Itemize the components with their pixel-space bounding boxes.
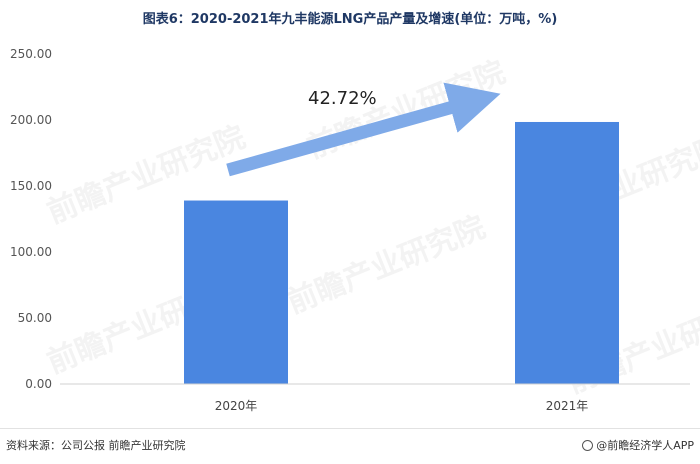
source-note: 资料来源：公司公报 前瞻产业研究院 <box>6 439 186 452</box>
y-axis: 0.00 50.00 100.00 150.00 200.00 250.00 <box>10 47 52 391</box>
bar <box>184 200 288 384</box>
growth-rate-label: 42.72% <box>308 88 377 109</box>
y-tick-label: 100.00 <box>10 245 52 259</box>
bar <box>515 121 619 384</box>
x-axis: 2020年 2021年 <box>215 399 589 413</box>
y-tick-label: 50.00 <box>18 311 52 325</box>
x-tick-label: 2020年 <box>215 399 258 413</box>
brand: @前瞻经济学人APP <box>582 437 694 453</box>
y-tick-label: 0.00 <box>25 377 52 391</box>
x-tick-label: 2021年 <box>546 399 589 413</box>
y-tick-label: 150.00 <box>10 179 52 193</box>
chart-title: 图表6：2020-2021年九丰能源LNG产品产量及增速(单位：万吨，%) <box>142 12 558 27</box>
brand-label: @前瞻经济学人APP <box>596 439 694 452</box>
y-tick-label: 200.00 <box>10 113 52 127</box>
growth-arrow <box>226 82 501 177</box>
y-tick-label: 250.00 <box>10 47 52 61</box>
bars <box>184 121 619 384</box>
footer-divider <box>0 428 700 429</box>
brand-logo-icon <box>582 439 594 451</box>
